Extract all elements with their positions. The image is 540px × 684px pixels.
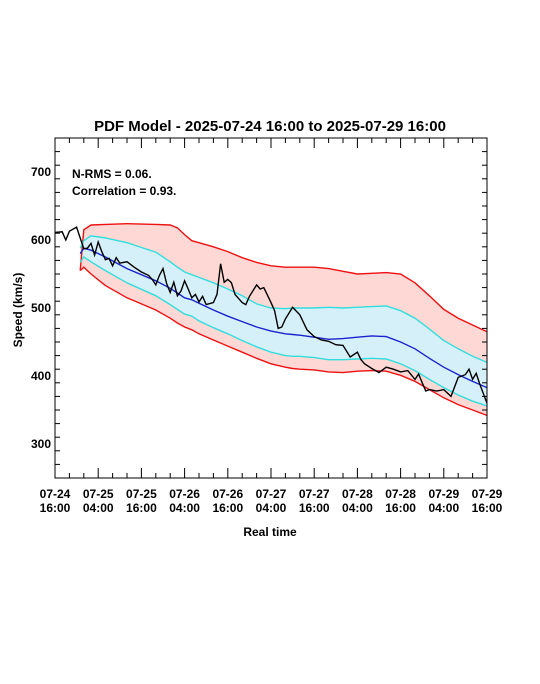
x-tick-label-time: 16:00 <box>385 501 416 515</box>
x-tick-label-time: 04:00 <box>342 501 373 515</box>
x-tick-label-date: 07-28 <box>342 487 373 501</box>
axis-ticks <box>54 137 488 479</box>
x-tick-label-time: 16:00 <box>126 501 157 515</box>
y-tick-label: 400 <box>31 369 51 383</box>
x-tick-labels: 07-2416:0007-2504:0007-2516:0007-2604:00… <box>40 487 503 515</box>
y-tick-label: 600 <box>31 233 51 247</box>
y-tick-label: 300 <box>31 437 51 451</box>
x-tick-label-time: 16:00 <box>40 501 71 515</box>
x-tick-label-time: 04:00 <box>169 501 200 515</box>
x-tick-label-date: 07-26 <box>169 487 200 501</box>
inner-confidence-band <box>80 235 487 406</box>
upper-inner-bound-line <box>79 235 488 364</box>
upper-outer-bound-line <box>79 222 488 333</box>
lower-inner-bound-line <box>79 256 488 407</box>
y-tick-label: 500 <box>31 301 51 315</box>
observed-speed-line <box>54 226 488 404</box>
x-tick-label-date: 07-28 <box>385 487 416 501</box>
x-tick-label-date: 07-25 <box>83 487 114 501</box>
x-axis-label: Real time <box>243 525 297 539</box>
x-tick-label-date: 07-24 <box>40 487 71 501</box>
x-tick-label-date: 07-27 <box>299 487 330 501</box>
chart-title: PDF Model - 2025-07-24 16:00 to 2025-07-… <box>94 118 446 135</box>
x-tick-label-time: 16:00 <box>472 501 503 515</box>
x-tick-label-date: 07-26 <box>212 487 243 501</box>
x-tick-label-time: 04:00 <box>428 501 459 515</box>
x-tick-label-time: 04:00 <box>83 501 114 515</box>
x-tick-label-time: 16:00 <box>299 501 330 515</box>
y-axis-label: Speed (km/s) <box>11 273 25 348</box>
nrms-annotation: N-RMS = 0.06. <box>72 167 152 181</box>
y-tick-label: 700 <box>31 165 51 179</box>
x-tick-label-date: 07-27 <box>256 487 287 501</box>
y-tick-labels: 300 400 500 600 700 <box>31 165 51 451</box>
x-tick-label-date: 07-29 <box>428 487 459 501</box>
x-tick-label-date: 07-29 <box>472 487 503 501</box>
lower-outer-bound-line <box>79 266 488 417</box>
median-model-line <box>79 247 488 389</box>
x-tick-label-date: 07-25 <box>126 487 157 501</box>
correlation-annotation: Correlation = 0.93. <box>72 184 176 198</box>
plot-area <box>54 222 488 417</box>
x-tick-label-time: 16:00 <box>212 501 243 515</box>
x-tick-label-time: 04:00 <box>256 501 287 515</box>
